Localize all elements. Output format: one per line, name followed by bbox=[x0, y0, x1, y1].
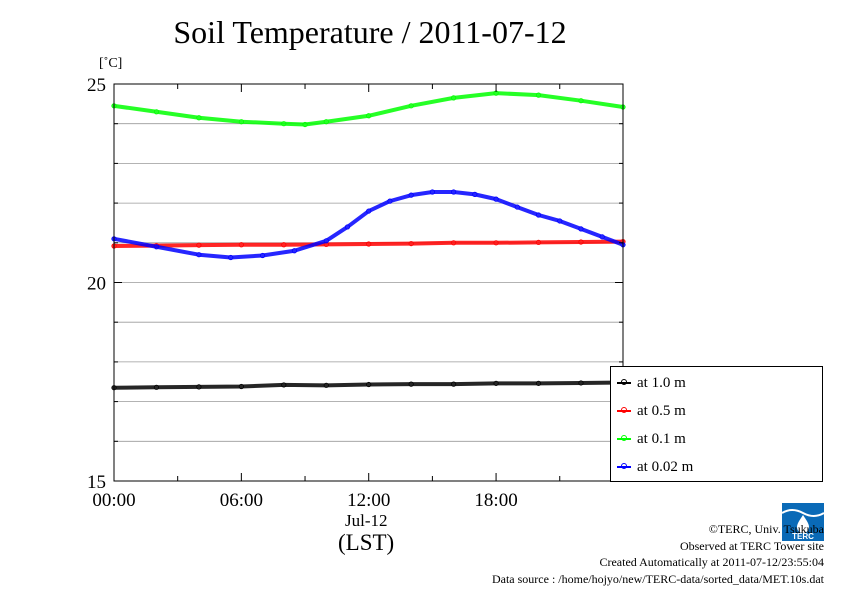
data-point bbox=[535, 92, 542, 98]
series-line-1 bbox=[112, 239, 625, 248]
legend-swatch-01m bbox=[617, 435, 631, 441]
y-tick-label: 15 bbox=[87, 472, 106, 493]
copyright-text: ©TERC, Univ. Tsukuba bbox=[708, 522, 824, 536]
data-point bbox=[153, 109, 160, 115]
grid-lines bbox=[114, 123, 623, 442]
data-point bbox=[408, 103, 414, 109]
legend-item-01m: at 0.1 m bbox=[617, 425, 686, 453]
legend-label-002m: at 0.02 m bbox=[637, 458, 694, 475]
data-point bbox=[451, 95, 457, 101]
legend-swatch-05m bbox=[617, 407, 631, 413]
data-point bbox=[535, 380, 542, 386]
source-text: Data source : /home/hojyo/new/TERC-data/… bbox=[491, 571, 824, 586]
series-line-0 bbox=[112, 380, 625, 390]
legend-label-1m: at 1.0 m bbox=[637, 374, 686, 391]
data-point bbox=[429, 189, 435, 195]
legend-item-05m: at 0.5 m bbox=[617, 397, 686, 425]
data-point bbox=[578, 226, 584, 232]
data-point bbox=[153, 244, 160, 250]
data-point bbox=[493, 196, 499, 202]
data-point bbox=[238, 242, 244, 248]
data-point bbox=[323, 119, 329, 125]
legend-swatch-1m bbox=[617, 379, 631, 385]
chart-title: Soil Temperature / 2011-07-12 bbox=[173, 14, 567, 50]
x-axis-date-label: Jul-12 bbox=[345, 511, 388, 530]
data-point bbox=[451, 189, 457, 195]
data-point bbox=[323, 382, 329, 388]
created-text: Created Automatically at 2011-07-12/23:5… bbox=[599, 555, 824, 569]
legend-label-05m: at 0.5 m bbox=[637, 402, 686, 419]
x-tick-label: 18:00 bbox=[474, 490, 517, 511]
data-point bbox=[366, 241, 372, 247]
data-point bbox=[535, 212, 542, 218]
data-point bbox=[323, 238, 329, 244]
data-point bbox=[408, 192, 414, 198]
data-point bbox=[493, 380, 499, 386]
data-point bbox=[387, 198, 393, 204]
x-tick-label: 06:00 bbox=[220, 490, 263, 511]
data-point bbox=[196, 384, 202, 390]
data-point bbox=[578, 380, 584, 386]
data-point bbox=[535, 239, 542, 246]
data-point bbox=[366, 381, 372, 388]
data-point bbox=[291, 248, 298, 254]
data-point bbox=[578, 98, 584, 104]
y-tick-label: 20 bbox=[87, 274, 106, 295]
legend-item-002m: at 0.02 m bbox=[617, 453, 693, 481]
data-point bbox=[493, 240, 499, 246]
logo-text: TERC bbox=[792, 532, 814, 541]
data-point bbox=[196, 242, 202, 248]
data-point bbox=[366, 208, 372, 214]
observed-text: Observed at TERC Tower site bbox=[679, 538, 824, 553]
legend-label-01m: at 0.1 m bbox=[637, 430, 686, 447]
data-point bbox=[281, 121, 287, 127]
legend-item-1m: at 1.0 m bbox=[617, 369, 686, 397]
data-point bbox=[578, 239, 584, 245]
data-point bbox=[196, 115, 202, 121]
data-point bbox=[153, 384, 160, 390]
data-point bbox=[451, 240, 457, 246]
data-point bbox=[366, 113, 372, 119]
data-point bbox=[599, 234, 605, 240]
data-point bbox=[514, 204, 520, 210]
y-tick-label: 25 bbox=[87, 75, 106, 96]
data-point bbox=[238, 119, 244, 125]
data-point bbox=[344, 224, 351, 230]
legend-swatch-002m bbox=[617, 463, 631, 469]
credits-block: ©TERC, Univ. Tsukuba Observed at TERC To… bbox=[492, 521, 824, 587]
data-point bbox=[281, 382, 287, 388]
data-point bbox=[302, 121, 308, 128]
data-point bbox=[259, 252, 266, 259]
data-point bbox=[228, 254, 234, 261]
data-point bbox=[557, 218, 563, 224]
x-tick-label: 00:00 bbox=[92, 490, 135, 511]
data-point bbox=[281, 242, 287, 248]
data-point bbox=[196, 252, 202, 258]
series-line-3 bbox=[112, 189, 625, 260]
data-point bbox=[408, 381, 414, 387]
data-point bbox=[238, 383, 244, 390]
y-axis-unit: [˚C] bbox=[99, 56, 123, 71]
data-point bbox=[408, 240, 414, 247]
legend: at 1.0 m at 0.5 m at 0.1 m at 0.02 m bbox=[610, 366, 823, 482]
series-lines bbox=[111, 90, 626, 391]
x-axis-title: (LST) bbox=[338, 530, 395, 555]
x-tick-label: 12:00 bbox=[347, 490, 390, 511]
axis-ticks: 00:00 06:00 12:00 18:00 15 20 25 bbox=[87, 75, 623, 511]
terc-logo-icon: TERC bbox=[782, 503, 824, 541]
data-point bbox=[472, 191, 478, 197]
data-point bbox=[451, 381, 457, 387]
series-line-2 bbox=[112, 91, 625, 127]
